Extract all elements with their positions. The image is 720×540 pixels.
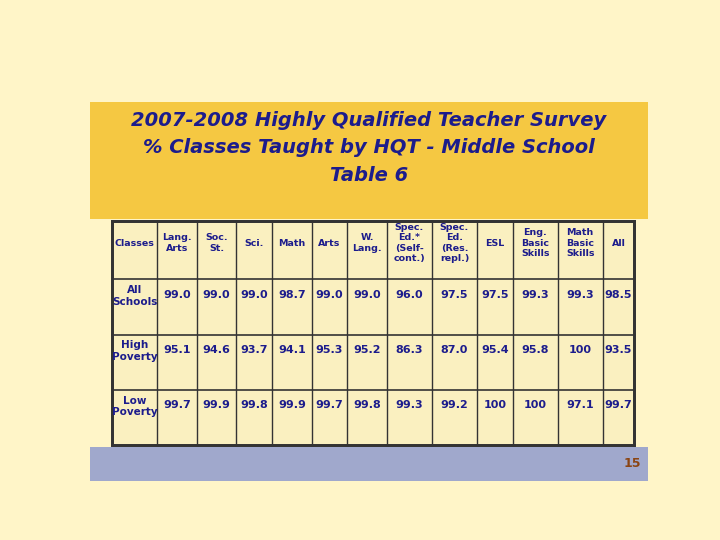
Text: Spec.
Ed.
(Res.
repl.): Spec. Ed. (Res. repl.)	[440, 223, 469, 263]
Text: 99.7: 99.7	[605, 401, 632, 410]
Text: 99.0: 99.0	[315, 290, 343, 300]
FancyBboxPatch shape	[90, 447, 648, 481]
Text: 98.7: 98.7	[278, 290, 306, 300]
Text: 99.8: 99.8	[240, 401, 268, 410]
Text: Math: Math	[278, 239, 305, 247]
Text: 95.8: 95.8	[521, 345, 549, 355]
Text: 95.3: 95.3	[316, 345, 343, 355]
Text: 95.1: 95.1	[163, 345, 191, 355]
Text: 15: 15	[624, 457, 642, 470]
Text: W.
Lang.: W. Lang.	[352, 233, 382, 253]
Text: Table 6: Table 6	[330, 166, 408, 185]
Text: 2007-2008 Highly Qualified Teacher Survey: 2007-2008 Highly Qualified Teacher Surve…	[131, 111, 607, 131]
Text: 87.0: 87.0	[441, 345, 468, 355]
Text: Eng.
Basic
Skills: Eng. Basic Skills	[521, 228, 549, 258]
Text: 99.0: 99.0	[203, 290, 230, 300]
Text: 99.9: 99.9	[203, 401, 230, 410]
Text: ESL: ESL	[485, 239, 505, 247]
FancyBboxPatch shape	[90, 102, 648, 219]
Text: All
Schools: All Schools	[112, 285, 158, 307]
Text: 95.2: 95.2	[354, 345, 381, 355]
Text: % Classes Taught by HQT - Middle School: % Classes Taught by HQT - Middle School	[143, 138, 595, 158]
Text: Math
Basic
Skills: Math Basic Skills	[566, 228, 595, 258]
Text: 99.3: 99.3	[567, 290, 594, 300]
Text: 100: 100	[483, 401, 506, 410]
Text: 86.3: 86.3	[396, 345, 423, 355]
Text: Spec.
Ed.*
(Self-
cont.): Spec. Ed.* (Self- cont.)	[394, 223, 426, 263]
Text: 100: 100	[523, 401, 546, 410]
Text: Lang.
Arts: Lang. Arts	[162, 233, 192, 253]
Text: 99.3: 99.3	[395, 401, 423, 410]
Text: 99.7: 99.7	[163, 401, 191, 410]
Text: 99.0: 99.0	[163, 290, 191, 300]
Text: 94.1: 94.1	[278, 345, 306, 355]
Text: 94.6: 94.6	[203, 345, 230, 355]
Text: 100: 100	[569, 345, 592, 355]
Text: Low
Poverty: Low Poverty	[112, 396, 158, 417]
Text: All: All	[611, 239, 626, 247]
Text: 98.5: 98.5	[605, 290, 632, 300]
Text: 99.0: 99.0	[240, 290, 268, 300]
FancyBboxPatch shape	[112, 221, 634, 446]
Text: Sci.: Sci.	[245, 239, 264, 247]
Text: 93.7: 93.7	[240, 345, 268, 355]
Text: High
Poverty: High Poverty	[112, 340, 158, 362]
Text: 99.0: 99.0	[354, 290, 381, 300]
Text: Arts: Arts	[318, 239, 341, 247]
Text: 93.5: 93.5	[605, 345, 632, 355]
Text: 97.5: 97.5	[481, 290, 508, 300]
Text: Soc.
St.: Soc. St.	[205, 233, 228, 253]
Text: 99.2: 99.2	[441, 401, 468, 410]
Text: 99.3: 99.3	[521, 290, 549, 300]
Text: 95.4: 95.4	[481, 345, 508, 355]
Text: 97.1: 97.1	[567, 401, 594, 410]
Text: Classes: Classes	[115, 239, 155, 247]
Text: 97.5: 97.5	[441, 290, 468, 300]
Text: 99.7: 99.7	[315, 401, 343, 410]
Text: 99.8: 99.8	[354, 401, 381, 410]
Text: 99.9: 99.9	[278, 401, 306, 410]
Text: 96.0: 96.0	[395, 290, 423, 300]
